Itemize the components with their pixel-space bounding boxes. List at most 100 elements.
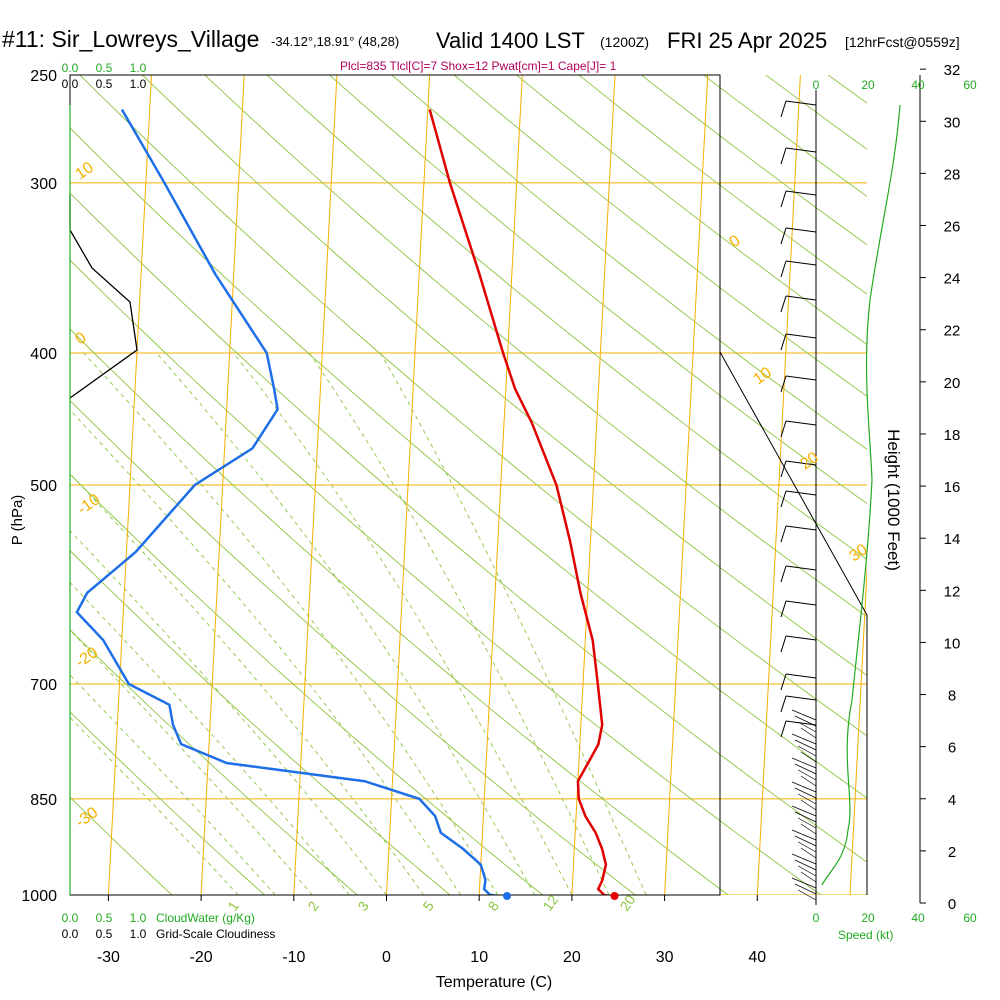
- wind-barb: [800, 871, 817, 883]
- wind-barb: [785, 565, 817, 571]
- moist-adiabat: [70, 529, 387, 895]
- wind-barb-feather: [780, 720, 787, 738]
- wind-barb: [794, 883, 817, 895]
- wind-barb: [785, 525, 817, 531]
- wind-barb: [800, 847, 817, 859]
- wind-barb-feather: [780, 565, 787, 583]
- wind-barb: [794, 763, 817, 775]
- isotherm-label: 10: [751, 364, 775, 388]
- wind-barb: [797, 793, 817, 805]
- x-tick-label: 0: [382, 949, 391, 966]
- wind-barb-feather: [780, 420, 787, 438]
- x-tick-label: 40: [748, 949, 766, 966]
- dry-adiabat: [70, 399, 637, 895]
- cloudiness-scale-top: 1.0: [130, 77, 147, 91]
- wind-barb: [791, 805, 817, 817]
- title-forecast: [12hrFcst@0559z]: [845, 34, 960, 50]
- wind-barb: [785, 695, 817, 701]
- height-tick-label: 26: [944, 219, 961, 236]
- p-tick-label: 700: [30, 677, 57, 694]
- wind-barb: [785, 333, 817, 339]
- dry-adiabat: [70, 192, 867, 863]
- cloudiness-label: Grid-Scale Cloudiness: [156, 927, 275, 941]
- speed-scale-top: 40: [911, 78, 925, 92]
- y-axis-title: P (hPa): [9, 495, 26, 546]
- wind-barb-feather: [780, 100, 787, 118]
- x-tick-label: 30: [656, 949, 674, 966]
- height-tick-label: 4: [948, 792, 956, 809]
- cloudiness-scale-bottom: 0.5: [96, 927, 113, 941]
- wind-barb: [797, 865, 817, 877]
- wind-barb-feather: [780, 260, 787, 278]
- dry-adiabat: [70, 259, 822, 895]
- p-tick-label: 250: [30, 68, 57, 85]
- isotherm-label: -20: [73, 644, 102, 671]
- isotherm-line: [200, 75, 245, 895]
- wind-barb: [785, 420, 817, 426]
- height-tick-label: 22: [944, 323, 961, 340]
- moist-adiabat: [70, 716, 239, 895]
- wind-barb: [785, 720, 817, 726]
- height-tick-label: 18: [944, 427, 961, 444]
- dry-adiabat: [857, 51, 1000, 924]
- height-tick-label: 32: [944, 62, 961, 79]
- wind-barb-feather: [780, 490, 787, 508]
- cloudwater-scale-bottom: 0.0: [62, 911, 79, 925]
- dry-adiabat: [70, 473, 544, 895]
- wind-barb: [791, 757, 817, 769]
- dry-adiabat: [328, 75, 867, 505]
- moist-adiabat: [309, 352, 610, 895]
- wind-barb: [791, 829, 817, 841]
- height-tick-label: 14: [944, 531, 961, 548]
- isotherm-label: 10: [73, 159, 97, 183]
- mixing-ratio-label: 3: [354, 898, 372, 914]
- title-zulu: (1200Z): [600, 34, 650, 50]
- wind-barb-feather: [780, 635, 787, 653]
- isotherm-label: 0: [73, 329, 90, 348]
- isotherm-line: [478, 75, 523, 895]
- mixing-ratio-label: 5: [419, 898, 437, 914]
- x-tick-label: 10: [470, 949, 488, 966]
- wind-barb: [785, 673, 817, 679]
- height-axis-title: Height (1000 Feet): [884, 429, 903, 571]
- cloudwater-scale-top: 0.0: [62, 61, 79, 75]
- wind-barb: [785, 490, 817, 496]
- cloudiness-scale-bottom: 0.0: [62, 927, 79, 941]
- dry-adiabat: [515, 75, 867, 346]
- wind-barb: [785, 260, 817, 266]
- wind-barb-feather: [780, 695, 787, 713]
- wind-barb-feather: [780, 673, 787, 691]
- wind-barb: [791, 877, 817, 889]
- title-coords: -34.12°,18.91° (48,28): [271, 34, 400, 49]
- wind-barb: [785, 600, 817, 606]
- dry-adiabat: [141, 75, 867, 676]
- dry-adiabat: [70, 796, 173, 895]
- sounding-params: Plcl=835 Tlcl[C]=7 Shox=12 Pwat[cm]=1 Ca…: [340, 59, 617, 73]
- isotherm-line: [385, 75, 431, 895]
- wind-barb-feather: [780, 190, 787, 208]
- wind-barb: [794, 787, 817, 799]
- wind-barb-feather: [780, 227, 787, 245]
- wind-barb: [785, 375, 817, 381]
- wind-barb: [791, 853, 817, 865]
- cloudwater-label: CloudWater (g/Kg): [156, 911, 255, 925]
- wind-barb-feather: [780, 295, 787, 313]
- x-tick-label: -30: [97, 949, 120, 966]
- dry-adiabat: [70, 629, 358, 895]
- moist-adiabat: [233, 352, 573, 895]
- speed-scale-bottom: 40: [911, 911, 925, 925]
- title-station: #11: Sir_Lowreys_Village: [2, 26, 260, 52]
- cloudwater-scale-bottom: 0.5: [96, 911, 113, 925]
- wind-barb-feather: [780, 600, 787, 618]
- wind-barb: [785, 460, 817, 466]
- wind-barb: [794, 715, 817, 727]
- p-tick-label: 500: [30, 478, 57, 495]
- wind-barb: [785, 635, 817, 641]
- dry-adiabat: [70, 328, 729, 895]
- wind-barb: [797, 745, 817, 757]
- wind-barb-feather: [780, 375, 787, 393]
- dry-adiabat: [70, 711, 266, 895]
- height-tick-label: 6: [948, 740, 956, 757]
- wind-barb: [794, 739, 817, 751]
- moist-adiabat: [70, 674, 276, 895]
